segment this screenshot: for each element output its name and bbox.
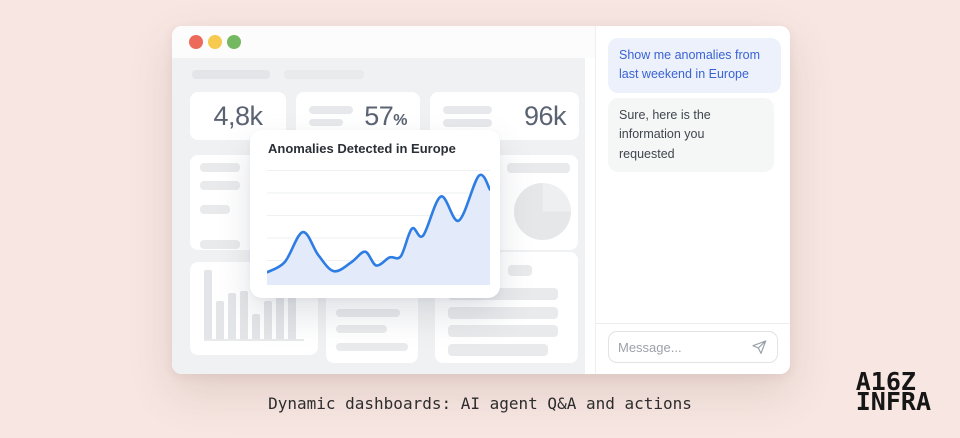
pie-chart-skeleton (514, 183, 571, 240)
skeleton-bar (216, 301, 224, 339)
skeleton-bar (276, 291, 284, 339)
minimize-button[interactable] (208, 35, 222, 49)
app-window: 4,8k 57% 96k (172, 26, 790, 374)
close-button[interactable] (189, 35, 203, 49)
chart-title: Anomalies Detected in Europe (268, 141, 456, 156)
paper-plane-icon (752, 340, 767, 354)
chat-panel: Show me anomalies from last weekend in E… (595, 26, 790, 374)
logo-line-1: A16Z (855, 367, 916, 396)
message-input-container (608, 331, 778, 363)
skeleton-bar (288, 279, 296, 339)
a16z-infra-logo: A16Z INFRA (855, 367, 931, 416)
send-button[interactable] (750, 338, 768, 356)
kpi-label-skeleton (443, 105, 492, 127)
skeleton-bar (240, 291, 248, 339)
skeleton-header-bar (192, 70, 270, 79)
message-input[interactable] (618, 339, 750, 355)
kpi-label-skeleton (309, 106, 353, 126)
kpi-value: 57% (364, 100, 407, 131)
skeleton-line (507, 163, 570, 173)
kpi-value: 96k (523, 100, 567, 131)
chat-message-assistant: Sure, here is the information you reques… (608, 98, 774, 173)
chat-input-divider (596, 323, 790, 324)
skeleton-bar (252, 314, 260, 339)
bar-chart-skeleton (204, 270, 304, 341)
logo-line-2: INFRA (855, 386, 931, 416)
zoom-button[interactable] (227, 35, 241, 49)
window-titlebar (172, 26, 595, 58)
caption-text: Dynamic dashboards: AI agent Q&A and act… (268, 394, 692, 413)
kpi-card: 96k (430, 92, 579, 140)
kpi-value: 4,8k (213, 100, 263, 131)
chat-message-user: Show me anomalies from last weekend in E… (608, 38, 781, 93)
skeleton-bar (204, 270, 212, 339)
skeleton-bar (228, 293, 236, 339)
skeleton-bar (264, 301, 272, 339)
anomalies-line-chart (267, 170, 490, 285)
anomalies-chart-card: Anomalies Detected in Europe (250, 130, 500, 298)
skeleton-header-bar (284, 70, 364, 79)
